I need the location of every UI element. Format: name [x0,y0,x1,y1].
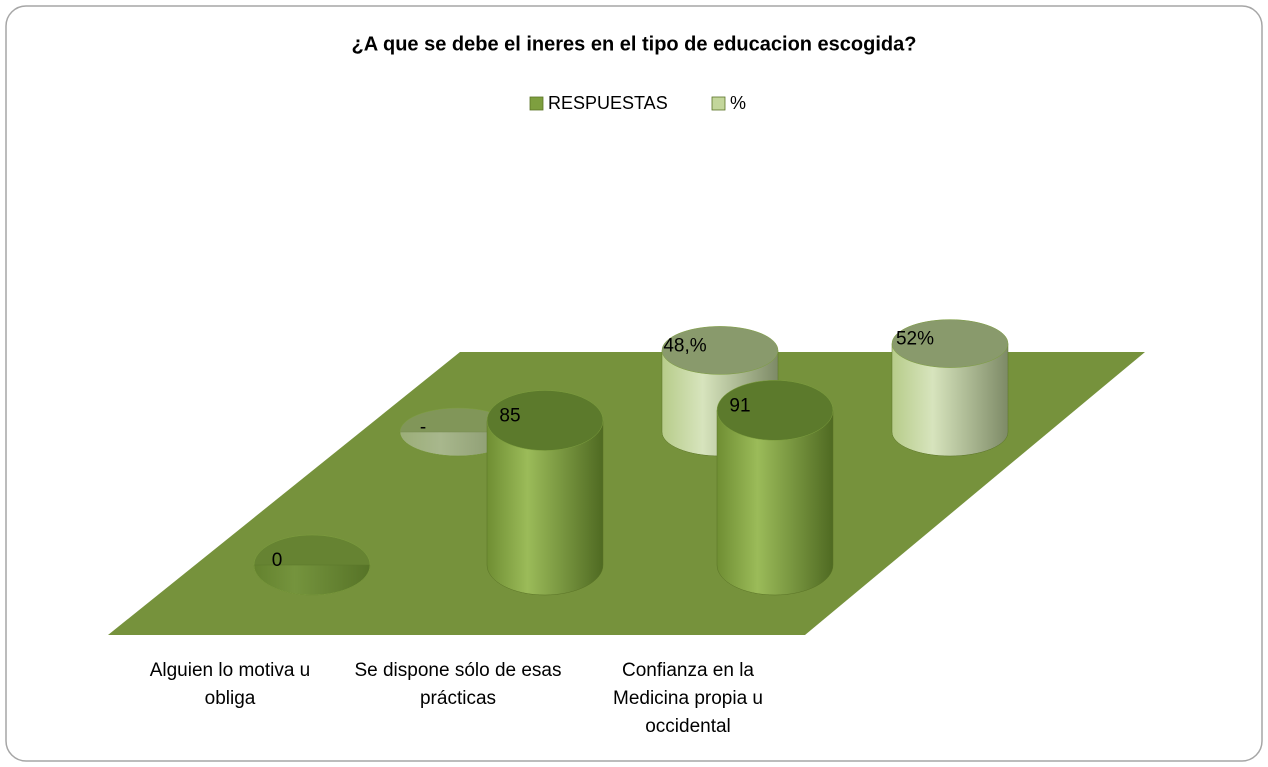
data-label: 0 [272,550,283,571]
legend-label: RESPUESTAS [548,93,668,113]
cylinder-top [253,534,371,596]
legend-label: % [730,93,746,113]
cylinder-top [661,326,779,375]
chart-title: ¿A que se debe el ineres en el tipo de e… [352,33,917,55]
legend-swatch [529,96,544,111]
cylinder-top [891,319,1009,368]
cylinder-top [716,380,834,441]
legend-swatch [711,96,726,111]
cylinder-top [486,390,604,451]
data-label: 48,% [663,335,706,356]
data-label: 85 [499,406,520,427]
x-tick-label: Se dispone sólo de esas prácticas [354,660,562,709]
cylinder-side [716,410,834,596]
data-label: 91 [729,395,750,416]
x-tick-label: Confianza en la Medicina propia u occide… [613,660,763,737]
cylinder-side [486,420,604,596]
x-tick-label: Alguien lo motiva u obliga [149,660,311,709]
data-label: 52% [896,329,934,350]
cylinder-side [891,343,1009,457]
data-label: - [420,417,426,438]
